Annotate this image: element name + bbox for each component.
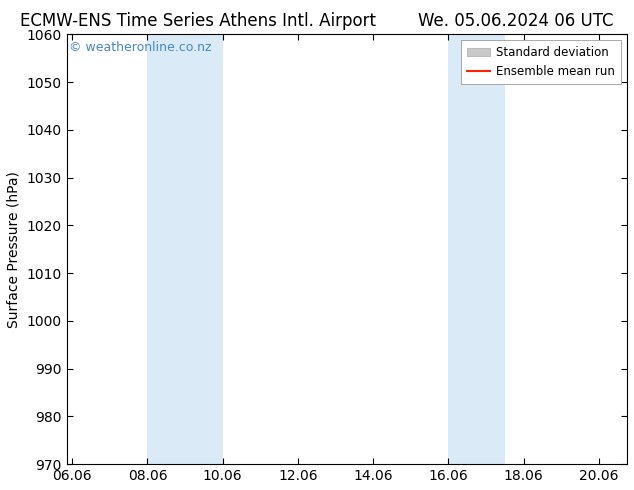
Bar [448,34,505,464]
Text: ECMW-ENS Time Series Athens Intl. Airport        We. 05.06.2024 06 UTC: ECMW-ENS Time Series Athens Intl. Airpor… [20,12,614,30]
Legend: Standard deviation, Ensemble mean run: Standard deviation, Ensemble mean run [461,40,621,84]
Y-axis label: Surface Pressure (hPa): Surface Pressure (hPa) [7,171,21,328]
Bar [148,34,223,464]
Text: © weatheronline.co.nz: © weatheronline.co.nz [69,41,212,54]
